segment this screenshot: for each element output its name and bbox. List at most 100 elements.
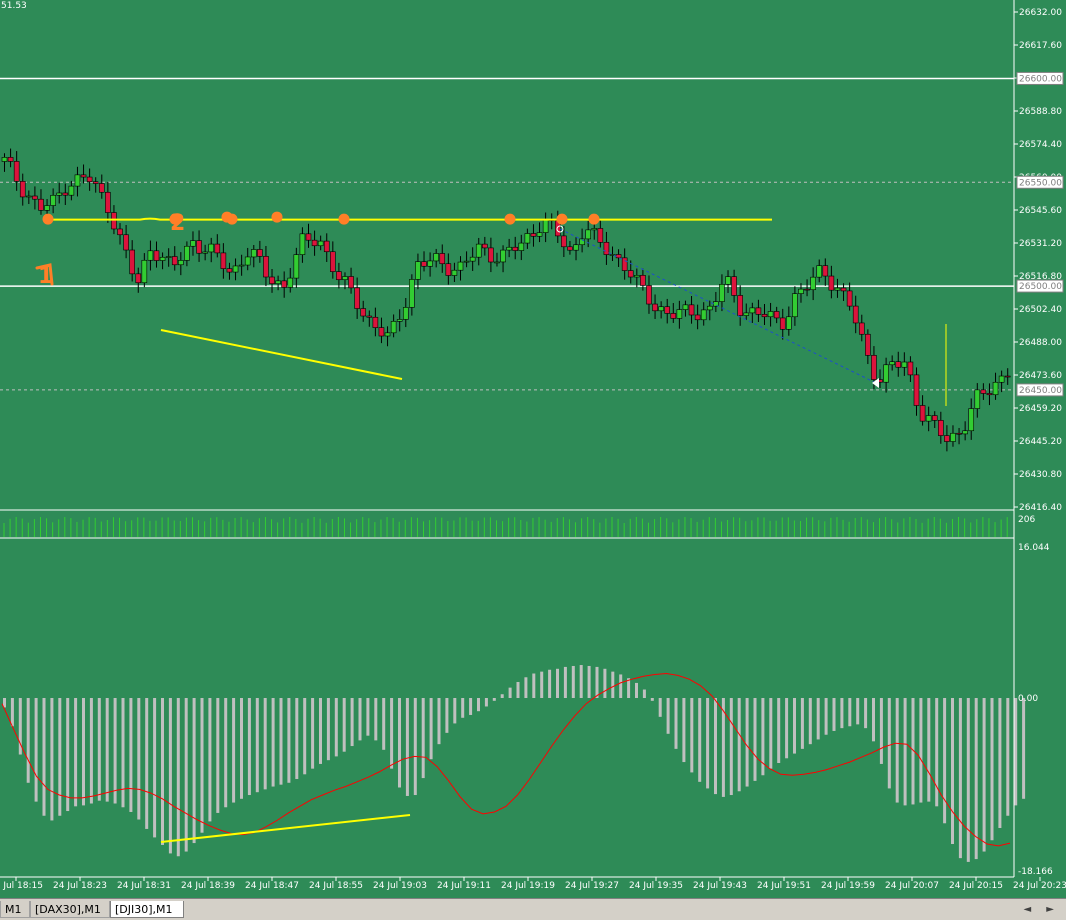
oscillator-bar — [887, 698, 891, 789]
bear-candle — [804, 288, 810, 291]
bull-candle — [250, 249, 257, 258]
bear-candle — [664, 306, 671, 314]
price-tick-label: 26473.60 — [1019, 371, 1062, 381]
bear-candle — [123, 234, 129, 251]
price-tick-label: 26531.20 — [1019, 239, 1062, 249]
oscillator-histogram — [3, 665, 1026, 862]
oscillator-bar — [911, 698, 915, 805]
price-tick-label: 26632.00 — [1019, 8, 1062, 18]
bull-candle — [901, 361, 908, 368]
oscillator-bar — [563, 666, 567, 698]
oscillator-bar — [611, 671, 615, 698]
bear-candle — [257, 249, 263, 257]
oscillator-bar — [958, 698, 962, 859]
bear-candle — [19, 181, 26, 198]
oscillator-bar — [532, 673, 536, 698]
chart-canvas[interactable]: 51.53 2 1 206 16.044 0.00 -18.166 26632.… — [0, 0, 1066, 898]
bull-candle — [287, 277, 294, 288]
time-tick-label: 24 Jul 18:23 — [53, 881, 107, 891]
bull-candle — [743, 312, 750, 316]
bull-candle — [725, 276, 731, 285]
oscillator-bar — [540, 671, 544, 698]
oscillator-bar — [627, 678, 631, 698]
time-tick-label: 24 Jul 18:47 — [245, 881, 299, 891]
oscillator-bar — [153, 698, 157, 838]
bull-candle — [682, 304, 689, 310]
oscillator-bar — [279, 698, 283, 785]
bear-candle — [944, 435, 950, 442]
volume-bars — [3, 517, 1008, 537]
bull-candle — [457, 261, 464, 271]
bear-candle — [269, 276, 275, 285]
bull-candle — [579, 238, 585, 246]
bear-candle — [737, 295, 743, 316]
resistance-line — [45, 217, 772, 221]
oscillator-bar — [579, 665, 583, 698]
bear-candle — [846, 290, 853, 307]
bear-candle — [828, 275, 835, 291]
bear-candle — [488, 247, 494, 263]
price-tick-label: 26430.80 — [1019, 470, 1062, 480]
annotation-1: 1 — [38, 264, 53, 289]
level-price-tag — [1016, 383, 1064, 397]
bear-candle — [135, 273, 142, 284]
time-tick-label: 24 Jul 19:35 — [629, 881, 683, 891]
bull-candle — [998, 375, 1005, 383]
oscillator-bar — [413, 698, 417, 796]
oscillator-bar — [974, 698, 978, 860]
bull-candle — [974, 389, 981, 409]
oscillator-bar — [903, 698, 907, 806]
oscillator-bar — [769, 698, 773, 769]
bear-candle — [931, 415, 938, 421]
bear-candle — [62, 192, 69, 196]
bull-candle — [786, 316, 792, 330]
oscillator-bar — [34, 698, 38, 802]
bull-candle — [342, 276, 348, 281]
oscillator-bar — [935, 698, 939, 807]
oscillator-bar — [753, 698, 757, 781]
bull-candle — [68, 185, 75, 196]
oscillator-bar — [271, 698, 275, 787]
oscillator-bar — [603, 668, 607, 698]
tab-dji30[interactable]: [DJI30],M1 — [110, 901, 184, 918]
time-tick-label: 24 Jul 18:55 — [309, 881, 363, 891]
time-tick-label: 24 Jul 20:23 — [1013, 881, 1066, 891]
resistance-touch-marker — [504, 213, 516, 225]
bear-candle — [986, 393, 993, 396]
bull-candle — [409, 279, 415, 308]
bear-candle — [913, 374, 920, 406]
oscillator-bar — [666, 698, 670, 734]
bull-candle — [469, 256, 476, 262]
resistance-markers — [42, 211, 600, 225]
oscillator-bar — [982, 698, 986, 852]
bear-candle — [482, 243, 488, 249]
oscillator-bar — [998, 698, 1002, 828]
oscillator-bar — [619, 674, 623, 698]
bear-candle — [38, 198, 44, 211]
bull-candle — [50, 194, 56, 206]
oscillator-bar — [808, 698, 812, 745]
tab-dax30[interactable]: [DAX30],M1 — [30, 901, 110, 918]
oscillator-bar — [650, 698, 654, 701]
level-price-tags: 26600.00 26550.00 26500.00 26450.00 — [1016, 71, 1064, 397]
bear-candle — [731, 276, 737, 296]
oscillator-bar — [469, 698, 473, 715]
bear-candle — [627, 270, 634, 278]
bull-candle — [506, 246, 512, 251]
time-tick-label: 24 Jul 18:31 — [117, 881, 171, 891]
bull-candle — [968, 408, 975, 432]
bull-candle — [518, 242, 525, 251]
oscillator-bar — [311, 698, 315, 769]
price-tick-label: 26574.40 — [1019, 140, 1062, 150]
oscillator-bar — [453, 698, 457, 724]
bull-candle — [634, 274, 640, 278]
bull-candle — [463, 260, 470, 263]
price-tick-label: 26617.60 — [1019, 41, 1062, 51]
oscillator-bar — [1006, 698, 1010, 816]
tab-m1[interactable]: M1 — [0, 901, 30, 918]
oscillator-bar — [706, 698, 710, 789]
level-price-tag-label: 26500.00 — [1019, 282, 1062, 292]
trend-end-arrow — [872, 378, 879, 388]
bear-candle — [171, 256, 178, 266]
tab-scroll-arrows[interactable]: ◄ ► — [1023, 904, 1060, 915]
